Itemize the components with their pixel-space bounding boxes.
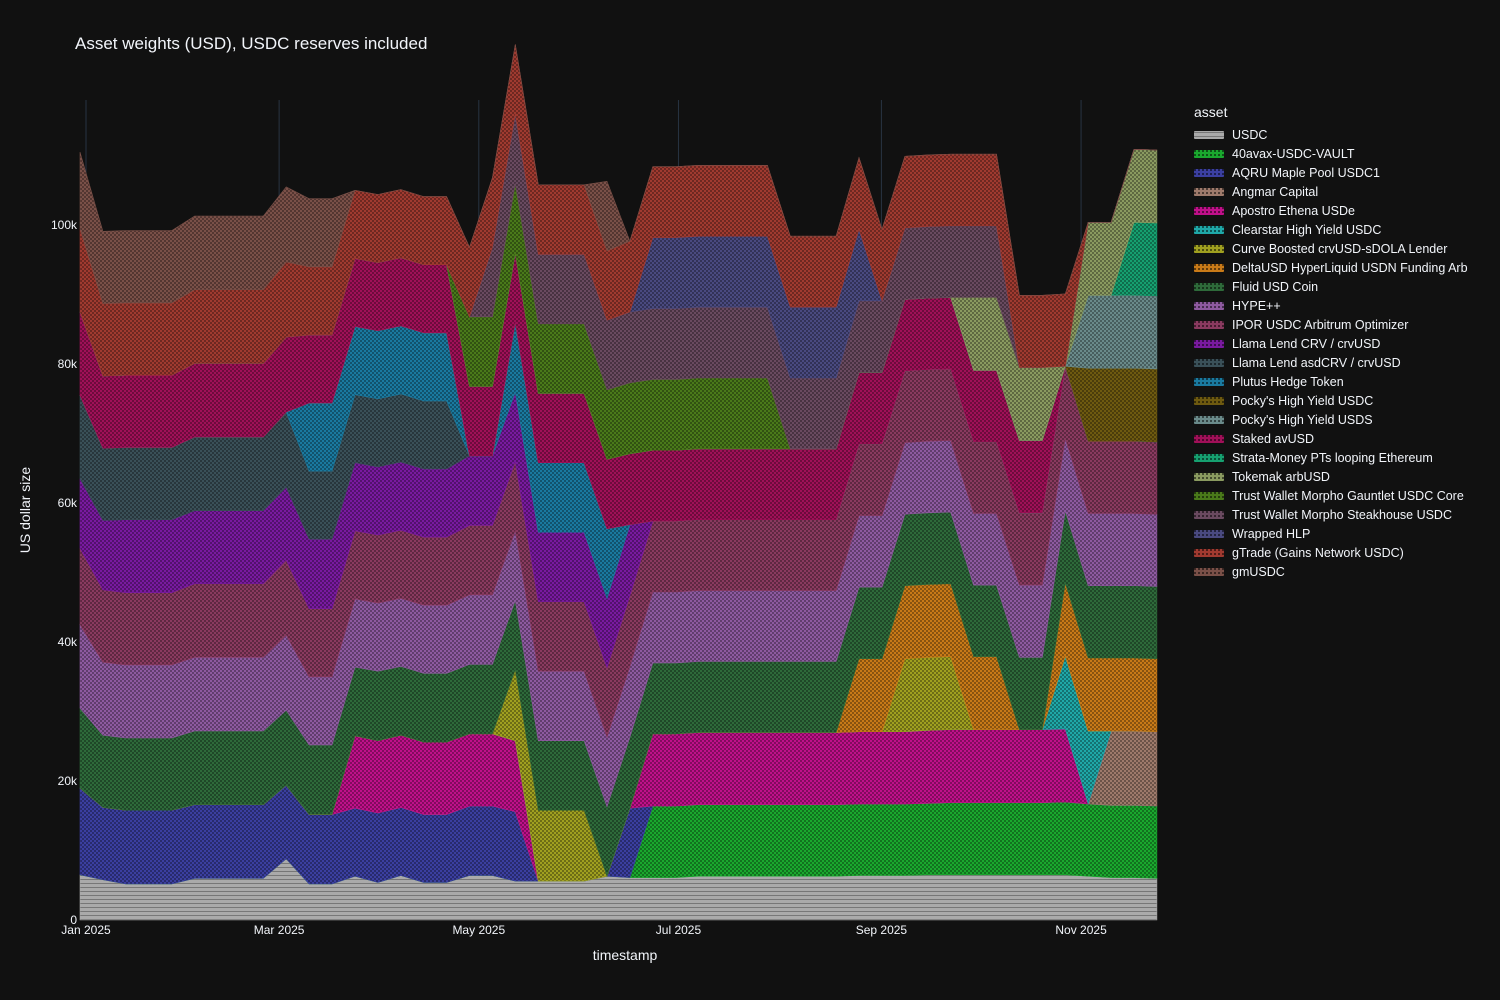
legend-item[interactable]: AQRU Maple Pool USDC1 <box>1194 163 1468 182</box>
legend-swatch <box>1194 320 1224 329</box>
legend-swatch <box>1194 453 1224 462</box>
legend-label: Pocky's High Yield USDC <box>1232 393 1374 408</box>
y-tick-label: 100k <box>51 218 78 232</box>
legend-item[interactable]: Llama Lend CRV / crvUSD <box>1194 334 1468 353</box>
legend-label: DeltaUSD HyperLiquid USDN Funding Arb <box>1232 260 1468 275</box>
legend-swatch <box>1194 548 1224 557</box>
legend-label: Tokemak arbUSD <box>1232 469 1330 484</box>
y-tick-label: 0 <box>70 913 77 927</box>
legend-swatch <box>1194 282 1224 291</box>
y-tick-label: 80k <box>58 357 78 371</box>
legend-label: gmUSDC <box>1232 564 1285 579</box>
legend-item[interactable]: Curve Boosted crvUSD-sDOLA Lender <box>1194 239 1468 258</box>
legend-label: AQRU Maple Pool USDC1 <box>1232 165 1380 180</box>
legend-item[interactable]: gTrade (Gains Network USDC) <box>1194 543 1468 562</box>
legend-swatch <box>1194 434 1224 443</box>
x-tick-labels: Jan 2025 Mar 2025 May 2025 Jul 2025 Sep 2025… <box>61 923 1107 937</box>
y-tick-label: 20k <box>58 774 78 788</box>
legend-label: Staked avUSD <box>1232 431 1314 446</box>
legend-item[interactable]: Angmar Capital <box>1194 182 1468 201</box>
legend-item[interactable]: Fluid USD Coin <box>1194 277 1468 296</box>
y-axis-label: US dollar size <box>17 467 33 554</box>
legend-swatch <box>1194 510 1224 519</box>
y-tick-labels: 0 20k 40k 60k 80k 100k <box>51 218 78 927</box>
legend-label: Fluid USD Coin <box>1232 279 1319 294</box>
legend-label: Llama Lend asdCRV / crvUSD <box>1232 355 1401 370</box>
legend-label: Plutus Hedge Token <box>1232 374 1344 389</box>
legend-item[interactable]: Apostro Ethena USDe <box>1194 201 1468 220</box>
legend-label: Wrapped HLP <box>1232 526 1311 541</box>
legend-item[interactable]: Strata-Money PTs looping Ethereum <box>1194 448 1468 467</box>
legend-label: gTrade (Gains Network USDC) <box>1232 545 1404 560</box>
y-tick-label: 40k <box>58 635 78 649</box>
legend-label: Clearstar High Yield USDC <box>1232 222 1382 237</box>
legend-item[interactable]: Plutus Hedge Token <box>1194 372 1468 391</box>
legend-swatch <box>1194 491 1224 500</box>
legend-label: Llama Lend CRV / crvUSD <box>1232 336 1381 351</box>
legend-swatch <box>1194 567 1224 576</box>
area-gmusdc <box>79 44 1157 304</box>
x-tick-label: Jul 2025 <box>656 923 702 937</box>
legend-item[interactable]: DeltaUSD HyperLiquid USDN Funding Arb <box>1194 258 1468 277</box>
legend-item[interactable]: Pocky's High Yield USDC <box>1194 391 1468 410</box>
legend-item[interactable]: USDC <box>1194 125 1468 144</box>
legend-label: Strata-Money PTs looping Ethereum <box>1232 450 1433 465</box>
legend-item[interactable]: 40avax-USDC-VAULT <box>1194 144 1468 163</box>
x-tick-label: Jan 2025 <box>61 923 111 937</box>
legend: asset USDC 40avax-USDC-VAULT AQRU Maple Po… <box>1194 104 1468 581</box>
legend-swatch <box>1194 301 1224 310</box>
legend-label: Angmar Capital <box>1232 184 1319 199</box>
legend-swatch <box>1194 396 1224 405</box>
area-layers <box>79 44 1158 921</box>
x-tick-label: Nov 2025 <box>1055 923 1107 937</box>
legend-label: 40avax-USDC-VAULT <box>1232 146 1355 161</box>
x-tick-label: Mar 2025 <box>254 923 305 937</box>
legend-swatch <box>1194 244 1224 253</box>
legend-swatch <box>1194 168 1224 177</box>
y-tick-label: 60k <box>58 496 78 510</box>
legend-swatch <box>1194 472 1224 481</box>
legend-swatch <box>1194 377 1224 386</box>
legend-swatch <box>1194 415 1224 424</box>
legend-item[interactable]: Llama Lend asdCRV / crvUSD <box>1194 353 1468 372</box>
legend-item[interactable]: Staked avUSD <box>1194 429 1468 448</box>
legend-item[interactable]: Trust Wallet Morpho Gauntlet USDC Core <box>1194 486 1468 505</box>
legend-swatch <box>1194 149 1224 158</box>
legend-label: Pocky's High Yield USDS <box>1232 412 1373 427</box>
legend-swatch <box>1194 130 1224 139</box>
legend-item[interactable]: Tokemak arbUSD <box>1194 467 1468 486</box>
legend-label: Apostro Ethena USDe <box>1232 203 1355 218</box>
legend-label: Trust Wallet Morpho Steakhouse USDC <box>1232 507 1452 522</box>
legend-label: Trust Wallet Morpho Gauntlet USDC Core <box>1232 488 1464 503</box>
x-tick-label: Sep 2025 <box>856 923 908 937</box>
legend-swatch <box>1194 225 1224 234</box>
legend-item[interactable]: Clearstar High Yield USDC <box>1194 220 1468 239</box>
legend-label: HYPE++ <box>1232 298 1281 313</box>
chart-title: Asset weights (USD), USDC reserves inclu… <box>75 34 428 53</box>
legend-item[interactable]: Trust Wallet Morpho Steakhouse USDC <box>1194 505 1468 524</box>
legend-swatch <box>1194 529 1224 538</box>
x-axis-label: timestamp <box>593 947 658 963</box>
legend-label: USDC <box>1232 127 1268 142</box>
legend-item[interactable]: Wrapped HLP <box>1194 524 1468 543</box>
legend-item[interactable]: IPOR USDC Arbitrum Optimizer <box>1194 315 1468 334</box>
legend-item[interactable]: HYPE++ <box>1194 296 1468 315</box>
legend-item[interactable]: gmUSDC <box>1194 562 1468 581</box>
legend-label: IPOR USDC Arbitrum Optimizer <box>1232 317 1409 332</box>
legend-swatch <box>1194 339 1224 348</box>
legend-swatch <box>1194 187 1224 196</box>
legend-swatch <box>1194 263 1224 272</box>
legend-item[interactable]: Pocky's High Yield USDS <box>1194 410 1468 429</box>
x-tick-label: May 2025 <box>452 923 505 937</box>
legend-swatch <box>1194 358 1224 367</box>
legend-label: Curve Boosted crvUSD-sDOLA Lender <box>1232 241 1448 256</box>
legend-swatch <box>1194 206 1224 215</box>
legend-title: asset <box>1194 104 1228 120</box>
